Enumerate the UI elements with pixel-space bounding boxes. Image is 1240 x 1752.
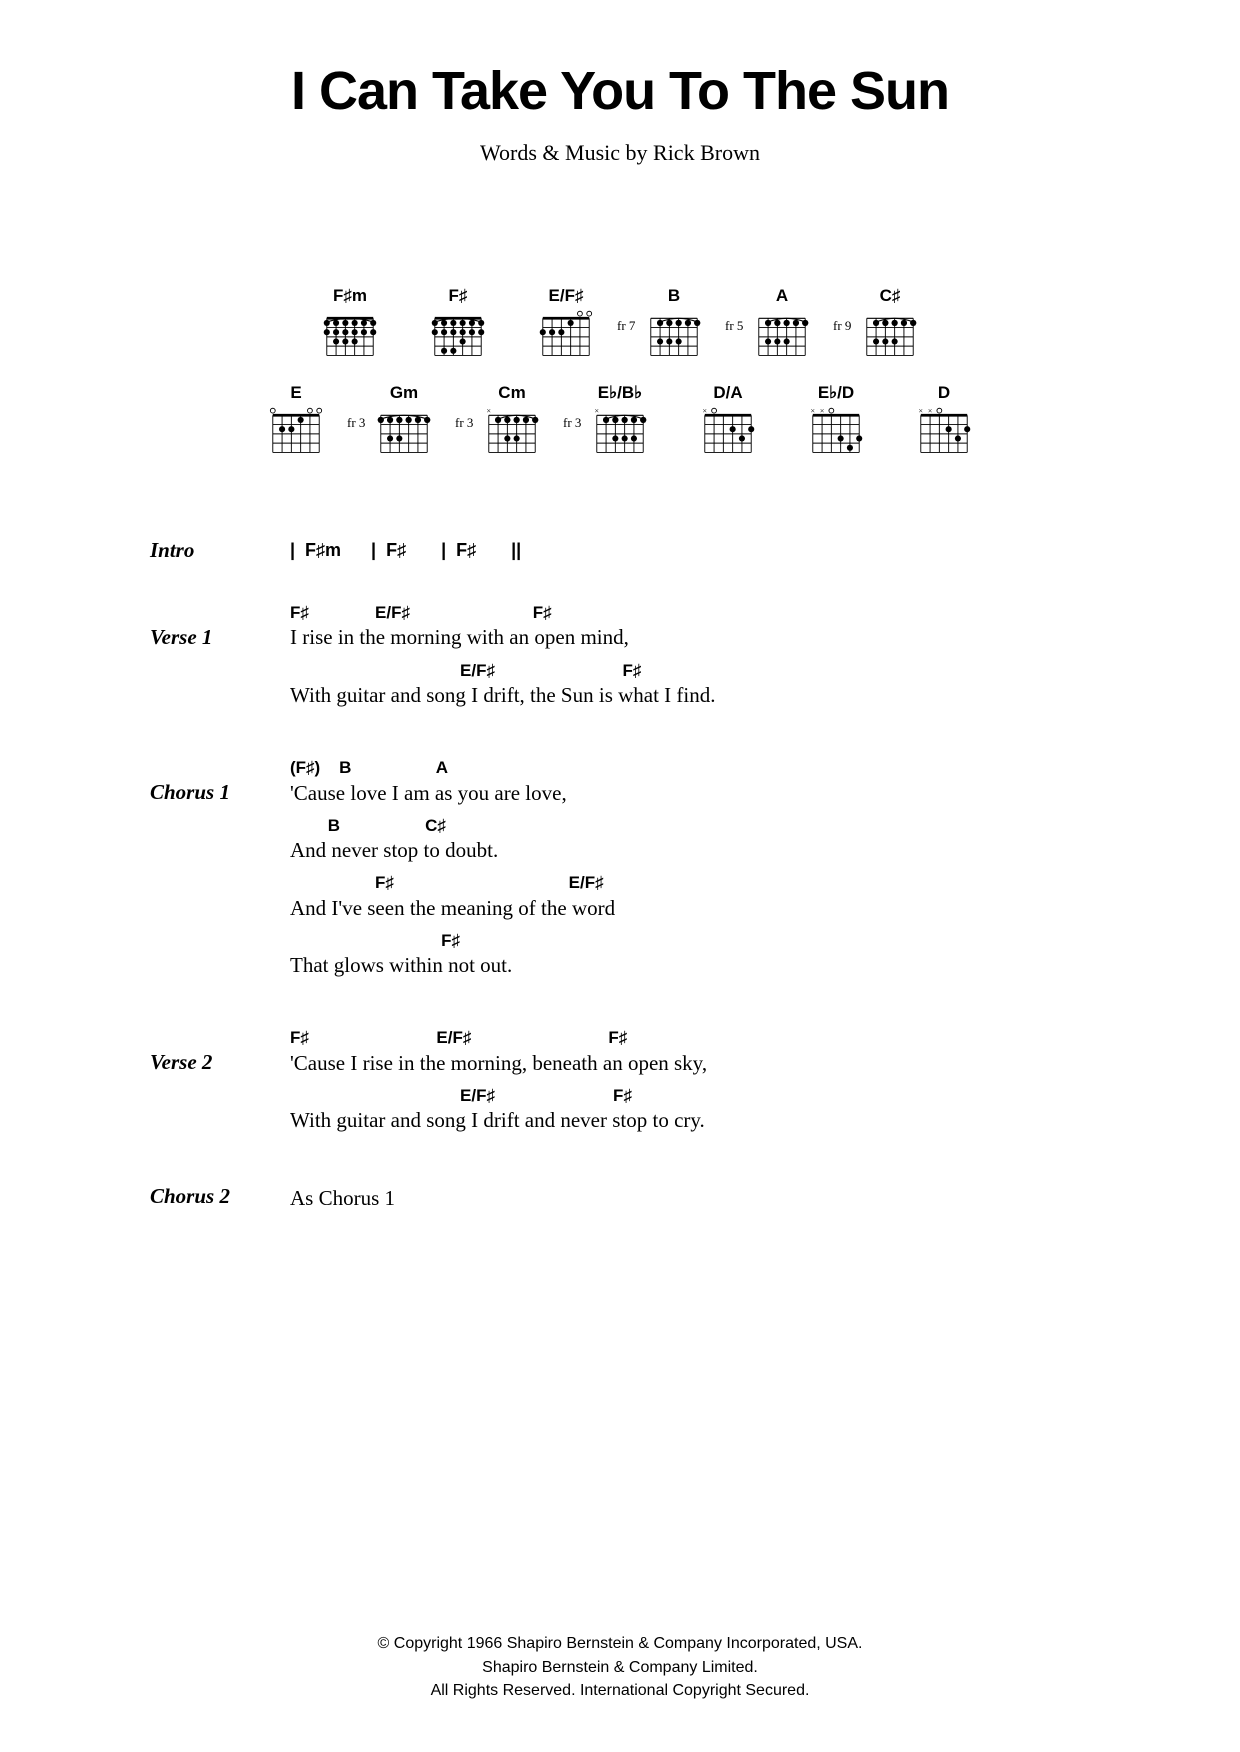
chord-name: Gm xyxy=(390,383,418,403)
chord-line: F♯ E/F♯ F♯ xyxy=(290,603,716,623)
chord-line: E/F♯ F♯ xyxy=(290,661,716,681)
chord-box: E♭/B♭fr 3× xyxy=(589,383,651,458)
lyric-line: 'Cause I rise in the morning, beneath an… xyxy=(290,1051,707,1076)
chord-name: E/F♯ xyxy=(549,286,584,306)
svg-text:×: × xyxy=(486,406,491,415)
svg-text:×: × xyxy=(820,406,825,415)
section-label: Verse 1 xyxy=(150,603,290,718)
chord-name: C♯ xyxy=(880,286,901,306)
section-body: F♯ E/F♯ F♯ 'Cause I rise in the morning, … xyxy=(290,1028,707,1143)
chord-diagram-icon xyxy=(859,309,921,361)
section-body: | F♯m | F♯ | F♯ || xyxy=(290,538,521,563)
section: Chorus 1(F♯) B A 'Cause love I am as you … xyxy=(150,758,1160,988)
svg-text:×: × xyxy=(702,406,707,415)
copyright-line: All Rights Reserved. International Copyr… xyxy=(0,1679,1240,1702)
sections: Intro| F♯m | F♯ | F♯ ||Verse 1F♯ E/F♯ F♯… xyxy=(150,538,1160,1212)
section-body: As Chorus 1 xyxy=(290,1184,395,1212)
chord-name: A xyxy=(776,286,788,306)
chord-diagram-icon xyxy=(535,309,597,361)
chord-name: D/A xyxy=(713,383,742,403)
copyright-line: © Copyright 1966 Shapiro Bernstein & Com… xyxy=(0,1632,1240,1655)
chord-diagram-icon xyxy=(751,309,813,361)
chord-diagram-icon xyxy=(643,309,705,361)
chord-box: Cmfr 3× xyxy=(481,383,543,458)
fret-label: fr 9 xyxy=(833,318,851,334)
chord-diagram-icon xyxy=(265,406,327,458)
chord-diagram-icon: × xyxy=(589,406,651,458)
chord-diagram-icon: × xyxy=(697,406,759,458)
lyric-line: That glows within not out. xyxy=(290,953,615,978)
chord-box: Bfr 7 xyxy=(643,286,705,361)
lyric-line: And I've seen the meaning of the word xyxy=(290,896,615,921)
chord-name: F♯m xyxy=(333,286,367,306)
chord-diagram-icon xyxy=(319,309,381,361)
section-label: Chorus 2 xyxy=(150,1184,290,1212)
chord-box: D/A × xyxy=(697,383,759,458)
intro-line: | F♯m | F♯ | F♯ || xyxy=(290,538,521,562)
fret-label: fr 3 xyxy=(347,415,365,431)
chord-box: F♯m xyxy=(319,286,381,361)
svg-text:×: × xyxy=(810,406,815,415)
fret-label: fr 7 xyxy=(617,318,635,334)
byline: Words & Music by Rick Brown xyxy=(80,140,1160,166)
lyric-line: With guitar and song I drift and never s… xyxy=(290,1108,707,1133)
chord-line: B C♯ xyxy=(290,816,615,836)
chord-name: F♯ xyxy=(449,286,468,306)
lyric-line: With guitar and song I drift, the Sun is… xyxy=(290,683,716,708)
section-body: (F♯) B A 'Cause love I am as you are love… xyxy=(290,758,615,988)
svg-text:×: × xyxy=(928,406,933,415)
chord-line: F♯ xyxy=(290,931,615,951)
chord-row: F♯mF♯E/F♯Bfr 7Afr 5C♯fr 9 xyxy=(80,286,1160,361)
chord-line: (F♯) B A xyxy=(290,758,615,778)
section-body: F♯ E/F♯ F♯I rise in the morning with an … xyxy=(290,603,716,718)
chord-diagram-icon: ×× xyxy=(913,406,975,458)
chord-row: EGmfr 3Cmfr 3×E♭/B♭fr 3×D/A×E♭/D××D×× xyxy=(80,383,1160,458)
chord-name: E♭/D xyxy=(818,383,854,403)
lyric-line: I rise in the morning with an open mind, xyxy=(290,625,716,650)
chord-box: E♭/D×× xyxy=(805,383,867,458)
chord-name: D xyxy=(938,383,950,403)
section: Chorus 2As Chorus 1 xyxy=(150,1184,1160,1212)
section: Intro| F♯m | F♯ | F♯ || xyxy=(150,538,1160,563)
chord-box: Gmfr 3 xyxy=(373,383,435,458)
chord-diagram-icon xyxy=(427,309,489,361)
chord-line: F♯ E/F♯ F♯ xyxy=(290,1028,707,1048)
chord-diagram-icon xyxy=(373,406,435,458)
plain-line: As Chorus 1 xyxy=(290,1184,395,1212)
copyright: © Copyright 1966 Shapiro Bernstein & Com… xyxy=(0,1632,1240,1702)
chord-box: Afr 5 xyxy=(751,286,813,361)
section-label: Intro xyxy=(150,538,290,563)
section: Verse 2F♯ E/F♯ F♯ 'Cause I rise in the mo… xyxy=(150,1028,1160,1143)
chord-line: F♯ E/F♯ xyxy=(290,873,615,893)
chord-line: E/F♯ F♯ xyxy=(290,1086,707,1106)
song-title: I Can Take You To The Sun xyxy=(80,60,1160,122)
section: Verse 1F♯ E/F♯ F♯I rise in the morning w… xyxy=(150,603,1160,718)
chord-box: E/F♯ xyxy=(535,286,597,361)
copyright-line: Shapiro Bernstein & Company Limited. xyxy=(0,1656,1240,1679)
fret-label: fr 3 xyxy=(455,415,473,431)
lyric-line: 'Cause love I am as you are love, xyxy=(290,781,615,806)
chord-box: E xyxy=(265,383,327,458)
lyric-line: And never stop to doubt. xyxy=(290,838,615,863)
fret-label: fr 3 xyxy=(563,415,581,431)
chord-name: B xyxy=(668,286,680,306)
chord-box: D×× xyxy=(913,383,975,458)
chord-box: C♯fr 9 xyxy=(859,286,921,361)
chord-diagrams: F♯mF♯E/F♯Bfr 7Afr 5C♯fr 9 EGmfr 3Cmfr 3×… xyxy=(80,286,1160,458)
section-label: Chorus 1 xyxy=(150,758,290,988)
chord-diagram-icon: × xyxy=(481,406,543,458)
chord-box: F♯ xyxy=(427,286,489,361)
chord-name: Cm xyxy=(498,383,525,403)
svg-text:×: × xyxy=(918,406,923,415)
fret-label: fr 5 xyxy=(725,318,743,334)
chord-name: E xyxy=(290,383,301,403)
section-label: Verse 2 xyxy=(150,1028,290,1143)
chord-diagram-icon: ×× xyxy=(805,406,867,458)
svg-text:×: × xyxy=(594,406,599,415)
page: I Can Take You To The Sun Words & Music … xyxy=(0,0,1240,1752)
chord-name: E♭/B♭ xyxy=(598,383,642,403)
